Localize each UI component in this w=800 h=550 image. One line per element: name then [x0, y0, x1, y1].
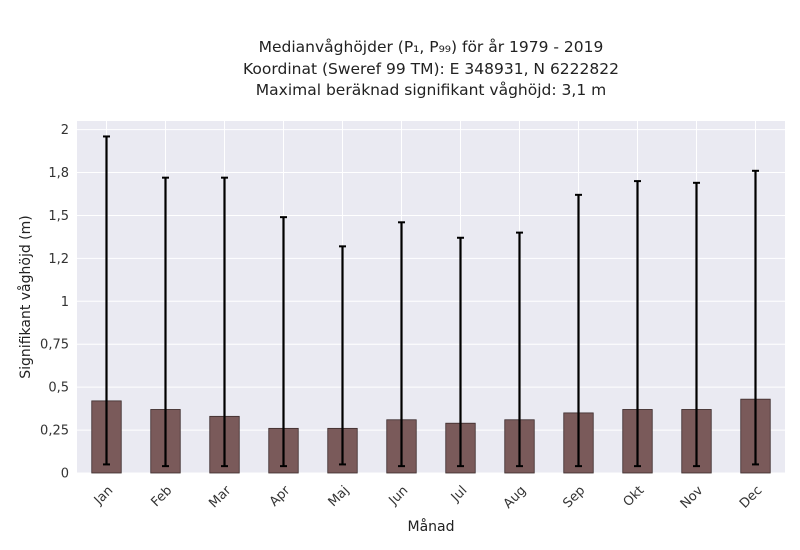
- y-tick-label: 1,5: [48, 209, 69, 224]
- x-tick-label-aug: Aug: [501, 483, 530, 512]
- error-bar-mar: [221, 176, 228, 468]
- y-tick-label: 1,8: [48, 166, 69, 181]
- x-tick-label-apr: Apr: [267, 483, 294, 510]
- y-tick-label: 1: [61, 295, 69, 310]
- chart-title-line-3: Maximal beräknad signifikant våghöjd: 3,…: [256, 81, 606, 99]
- error-bar-feb: [162, 176, 169, 468]
- x-tick-label-maj: Maj: [326, 483, 353, 510]
- y-tick-label: 0,75: [40, 338, 69, 353]
- y-tick-label: 2: [61, 123, 69, 138]
- y-tick-label: 0,25: [40, 424, 69, 439]
- error-bar-jul: [457, 236, 464, 468]
- error-bar-apr: [280, 216, 287, 468]
- plot-area: [77, 121, 785, 473]
- x-tick-labels: Jan Feb Mar Apr Maj Jun Jul Aug Sep Okt Nov Dec: [91, 483, 765, 512]
- y-tick-label: 0: [61, 467, 69, 482]
- y-tick-labels: 0 0,25 0,5 0,75 1 1,2 1,5 1,8 2: [40, 123, 69, 481]
- error-bar-okt: [634, 180, 641, 468]
- x-tick-label-dec: Dec: [737, 483, 765, 511]
- x-tick-label-feb: Feb: [148, 483, 175, 510]
- error-bar-jun: [398, 221, 405, 468]
- x-tick-label-mar: Mar: [206, 483, 234, 511]
- y-tick-label: 0,5: [48, 381, 69, 396]
- error-bar-dec: [752, 169, 759, 466]
- x-tick-label-jan: Jan: [91, 483, 116, 508]
- error-bar-maj: [339, 245, 346, 466]
- x-tick-label-nov: Nov: [678, 483, 707, 512]
- y-tick-label: 1,2: [48, 252, 69, 267]
- error-bars: [103, 135, 759, 468]
- x-tick-label-jun: Jun: [386, 483, 412, 509]
- error-bar-jan: [103, 135, 110, 466]
- error-bar-sep: [575, 193, 582, 468]
- chart-title-line-1: Medianvåghöjder (P₁, P₉₉) för år 1979 - …: [259, 38, 604, 56]
- chart-title-line-2: Koordinat (Sweref 99 TM): E 348931, N 62…: [243, 60, 619, 78]
- x-tick-label-jul: Jul: [448, 483, 470, 505]
- x-tick-label-okt: Okt: [621, 483, 648, 510]
- x-axis-label: Månad: [408, 518, 455, 535]
- error-bar-aug: [516, 231, 523, 468]
- y-axis-label: Signifikant våghöjd (m): [17, 215, 34, 378]
- error-bar-nov: [693, 181, 700, 468]
- x-tick-label-sep: Sep: [560, 483, 588, 511]
